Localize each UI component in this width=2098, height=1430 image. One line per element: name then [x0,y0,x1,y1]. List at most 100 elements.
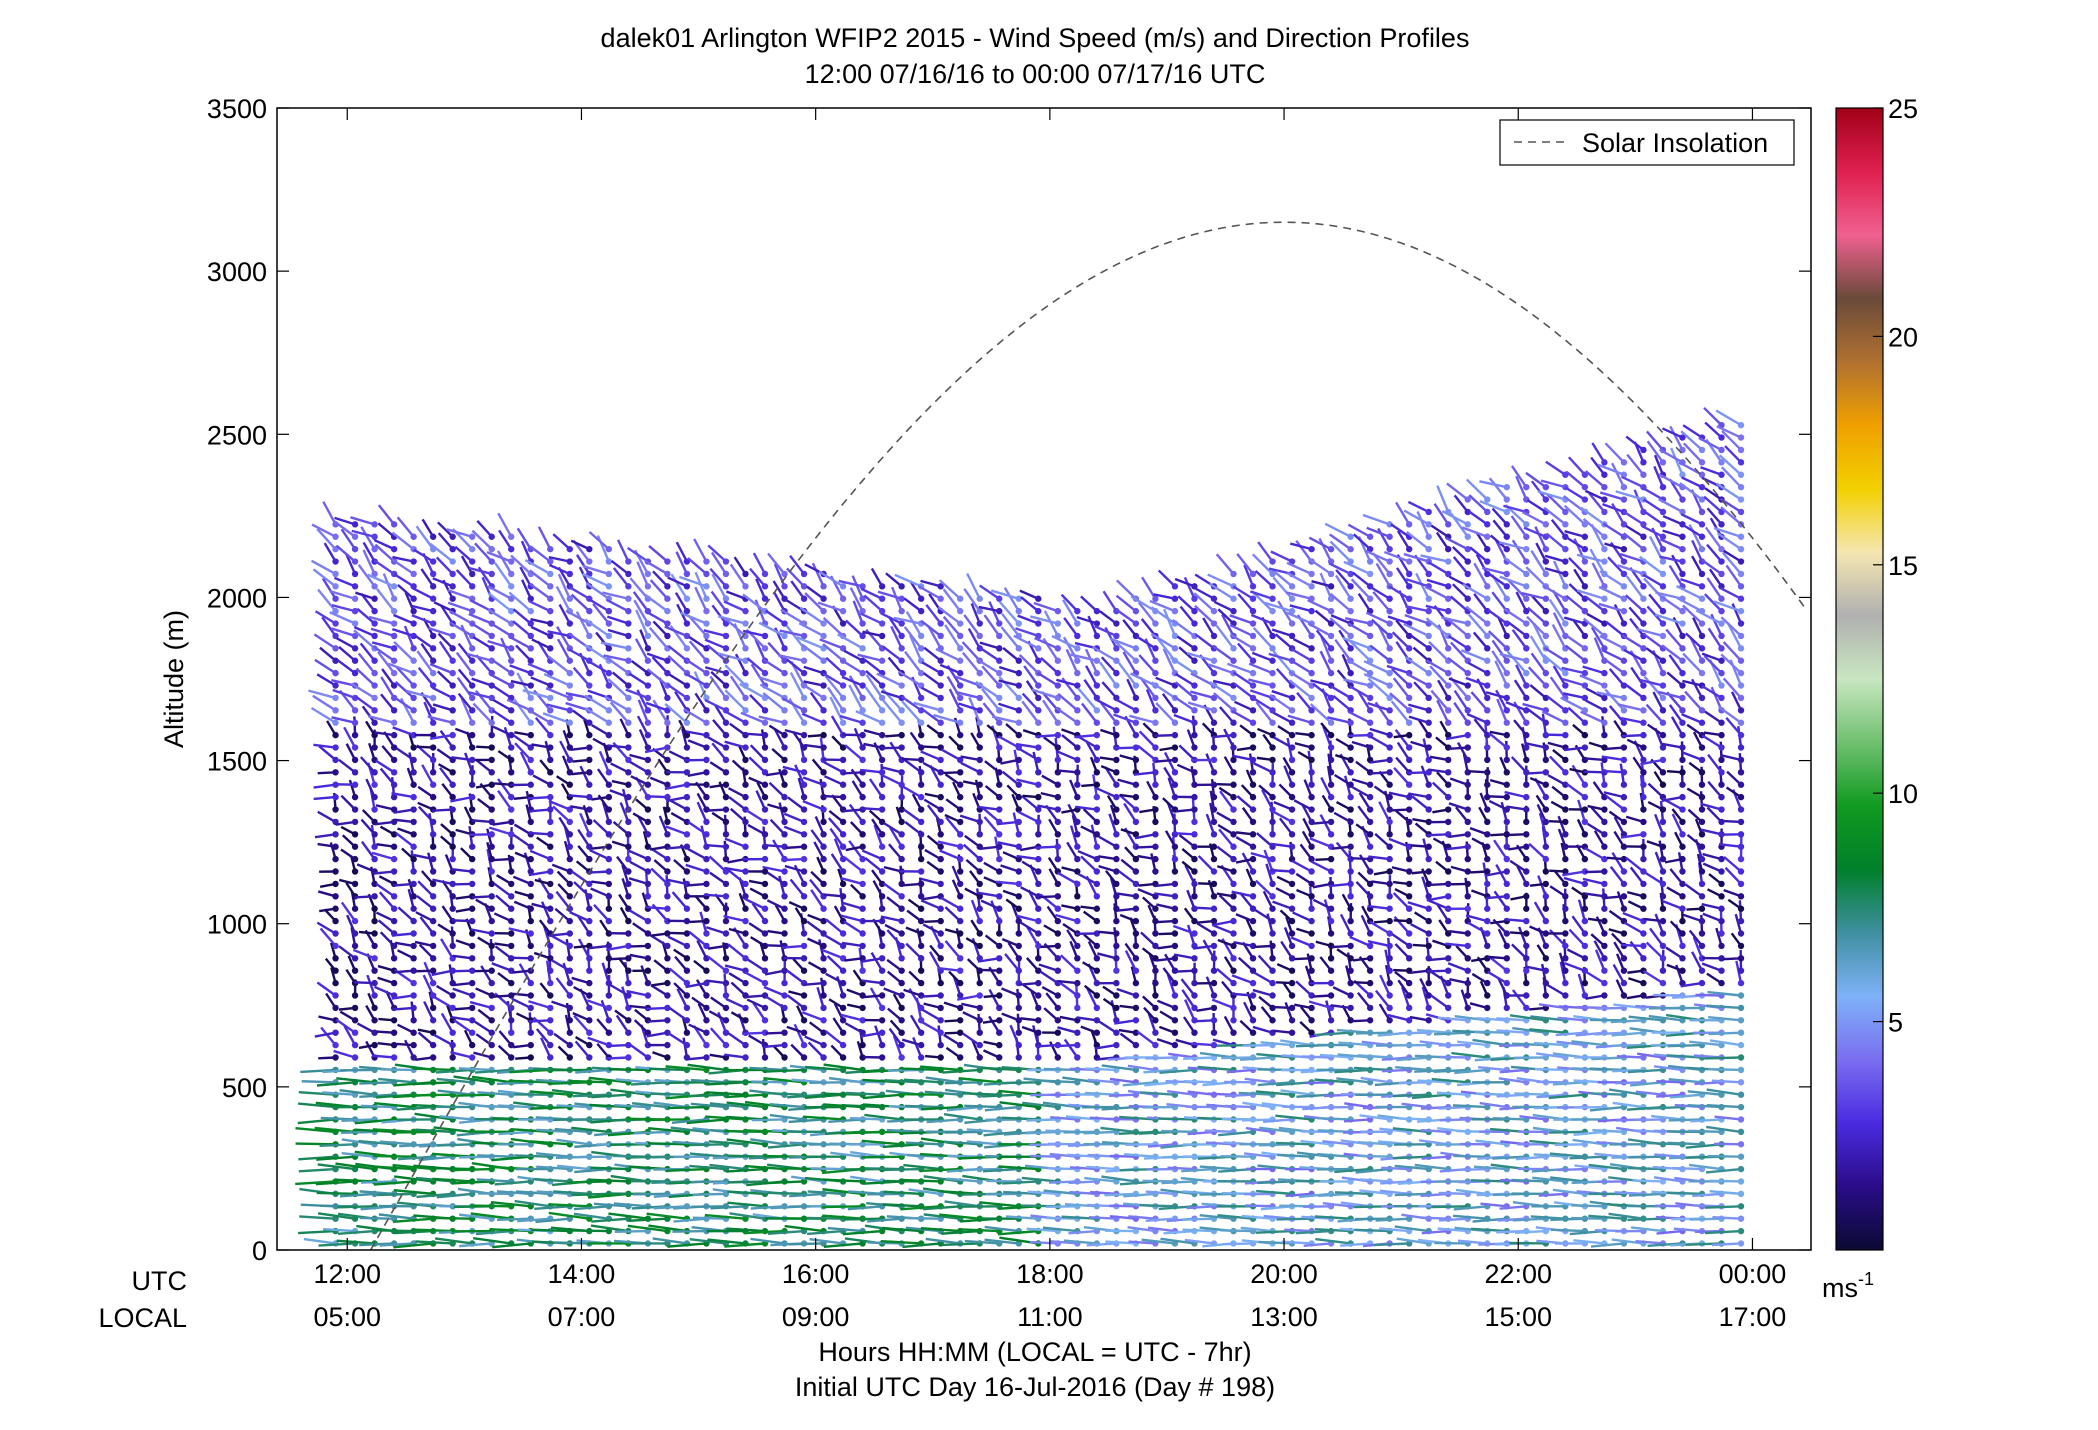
wind-barb-dot [781,1054,787,1060]
wind-barb-dot [1055,831,1061,837]
wind-barb [726,1169,765,1171]
wind-barb-dot [430,571,436,577]
wind-barb-dot [391,583,397,589]
wind-barb-dot [586,806,592,812]
wind-barb-dot [352,744,358,750]
wind-barb-dot [1152,831,1158,837]
wind-barb-dot [703,1042,709,1048]
wind-barb-dot [410,980,416,986]
wind-barb-dot [625,620,631,626]
wind-barb-dot [352,782,358,788]
wind-barb-dot [606,881,612,887]
wind-barb-dot [489,782,495,788]
wind-barb [614,568,629,586]
wind-barb-dot [859,831,865,837]
wind-barb [299,1216,335,1218]
wind-barb-dot [1016,881,1022,887]
wind-barb-dot [469,546,475,552]
wind-barb-dot [1016,682,1022,688]
wind-barb-dot [977,769,983,775]
wind-barb-dot [977,695,983,701]
wind-barb-dot [508,707,514,713]
wind-barb-dot [391,707,397,713]
wind-barb-dot [547,744,553,750]
wind-barb-dot [625,633,631,639]
wind-barb-dot [391,906,397,912]
wind-barb-dot [937,769,943,775]
wind-barb-dot [410,596,416,602]
wind-barb-dot [508,571,514,577]
wind-barb [921,688,940,698]
wind-barb-dot [742,583,748,589]
wind-barb-dot [645,707,651,713]
wind-barb-dot [469,695,475,701]
wind-barb-dot [937,596,943,602]
wind-barb-dot [859,893,865,899]
wind-barb-dot [430,918,436,924]
wind-barb-dot [937,658,943,664]
wind-barb-dot [840,1054,846,1060]
wind-barb-dot [1035,769,1041,775]
wind-barb-dot [664,831,670,837]
wind-barb-dot [489,881,495,887]
wind-barb-dot [1152,1042,1158,1048]
wind-barb-dot [957,1017,963,1023]
wind-barb [945,1132,980,1133]
wind-barb-dot [449,571,455,577]
wind-barb-dot [410,893,416,899]
wind-barb-dot [957,967,963,973]
wind-barb-dot [820,596,826,602]
wind-barb [320,1144,355,1146]
wind-barb-dot [1113,732,1119,738]
wind-barb-dot [684,831,690,837]
wind-barb-dot [352,757,358,763]
wind-barb-dot [996,695,1002,701]
wind-barb-dot [820,782,826,788]
wind-barb [694,539,706,562]
wind-barb-dot [781,819,787,825]
wind-barb-dot [547,856,553,862]
wind-barb [1182,1219,1214,1220]
wind-barb-dot [469,918,475,924]
wind-barb-dot [1152,980,1158,986]
wind-barb-dot [723,967,729,973]
wind-barb-dot [1133,1042,1139,1048]
wind-barb [870,779,882,797]
wind-barb-dot [371,806,377,812]
wind-barb-dot [879,596,885,602]
wind-barb-dot [1094,769,1100,775]
wind-barb-dot [625,992,631,998]
wind-barb-dot [820,633,826,639]
wind-barb-dot [898,645,904,651]
wind-barb-dot [547,633,553,639]
wind-barb-dot [1035,930,1041,936]
wind-barb-dot [430,558,436,564]
wind-barb-dot [801,707,807,713]
wind-barb-dot [625,720,631,726]
wind-barb-dot [918,806,924,812]
wind-barb-dot [1172,856,1178,862]
wind-barb-dot [508,868,514,874]
wind-barb-dot [547,980,553,986]
wind-barb-dot [352,930,358,936]
wind-barb-dot [957,906,963,912]
wind-barb-dot [937,868,943,874]
wind-barb-dot [684,620,690,626]
wind-barb [574,1169,609,1172]
wind-barb-dot [898,1054,904,1060]
wind-barb-dot [567,1005,573,1011]
wind-barb-dot [1094,670,1100,676]
wind-barb-dot [918,1029,924,1035]
wind-barb-dot [781,930,787,936]
wind-barb-dot [664,633,670,639]
wind-barb-dot [1113,720,1119,726]
wind-barb-dot [449,782,455,788]
wind-barb-dot [684,1017,690,1023]
wind-barb [1137,637,1156,649]
wind-barb [568,1181,608,1182]
wind-barb-dot [820,955,826,961]
wind-barb [861,1132,901,1133]
wind-barb-dot [1191,844,1197,850]
wind-barb-dot [957,943,963,949]
wind-barb-dot [352,720,358,726]
